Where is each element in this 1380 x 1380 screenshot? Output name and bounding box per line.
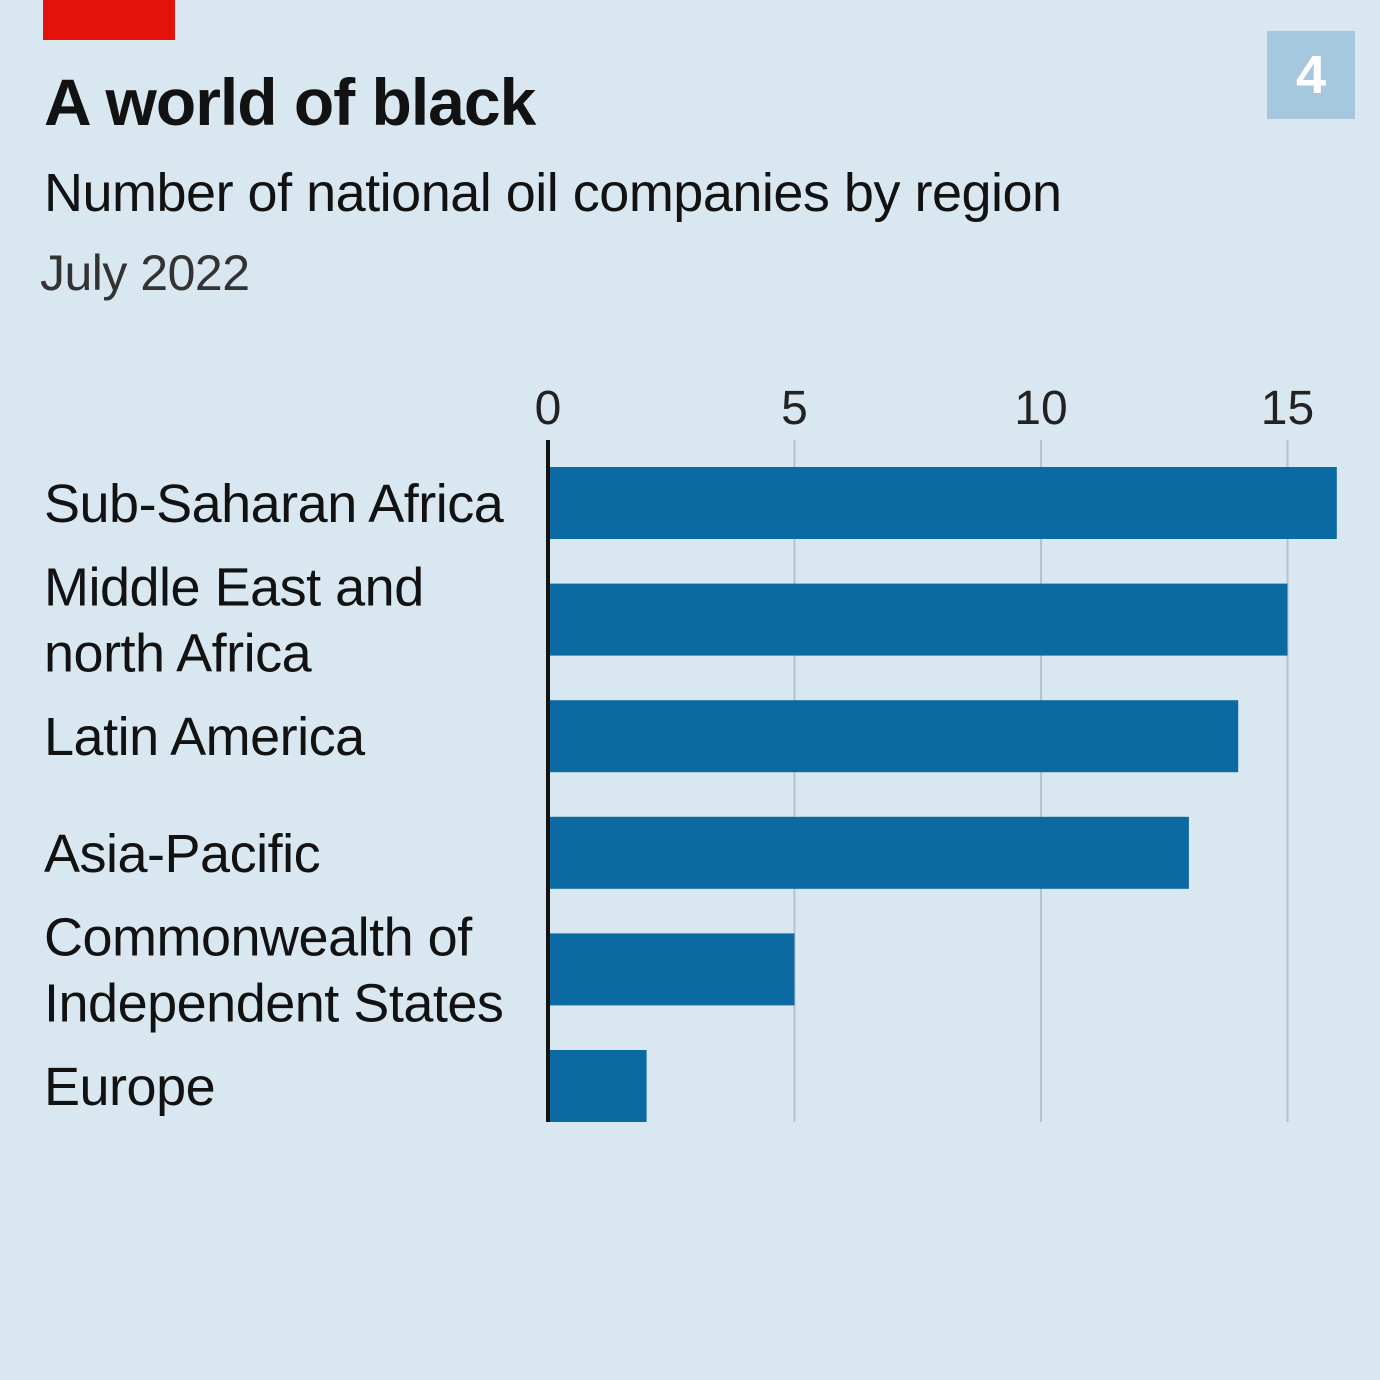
- category-label-2-0: Latin America: [44, 707, 366, 767]
- bars: [548, 467, 1337, 1122]
- chart-number-badge: 4: [1267, 31, 1355, 119]
- category-label-1-1: north Africa: [44, 624, 313, 684]
- bar-2: [548, 700, 1239, 773]
- bar-1: [548, 583, 1288, 656]
- category-label-4-1: Independent States: [44, 973, 503, 1033]
- category-label-0-0: Sub-Saharan Africa: [44, 474, 505, 534]
- chart-date: July 2022: [40, 245, 250, 301]
- category-label-4-0: Commonwealth of: [44, 907, 473, 967]
- bar-4: [548, 933, 795, 1006]
- bar-3: [548, 816, 1189, 889]
- x-tick-label-0: 0: [535, 382, 562, 435]
- x-tick-label-10: 10: [1014, 382, 1067, 435]
- chart-title: A world of black: [44, 65, 536, 139]
- category-label-5-0: Europe: [44, 1057, 215, 1117]
- gridlines: [793, 440, 1289, 1122]
- chart-subtitle: Number of national oil companies by regi…: [44, 163, 1062, 223]
- x-tick-label-15: 15: [1261, 382, 1314, 435]
- x-tick-labels: 0 5 10 15: [535, 382, 1315, 435]
- x-tick-label-5: 5: [781, 382, 808, 435]
- brand-red-tag: [43, 0, 175, 40]
- category-label-1-0: Middle East and: [44, 558, 424, 618]
- bar-0: [548, 467, 1337, 539]
- category-label-3-0: Asia-Pacific: [44, 824, 320, 884]
- bar-5: [548, 1050, 647, 1122]
